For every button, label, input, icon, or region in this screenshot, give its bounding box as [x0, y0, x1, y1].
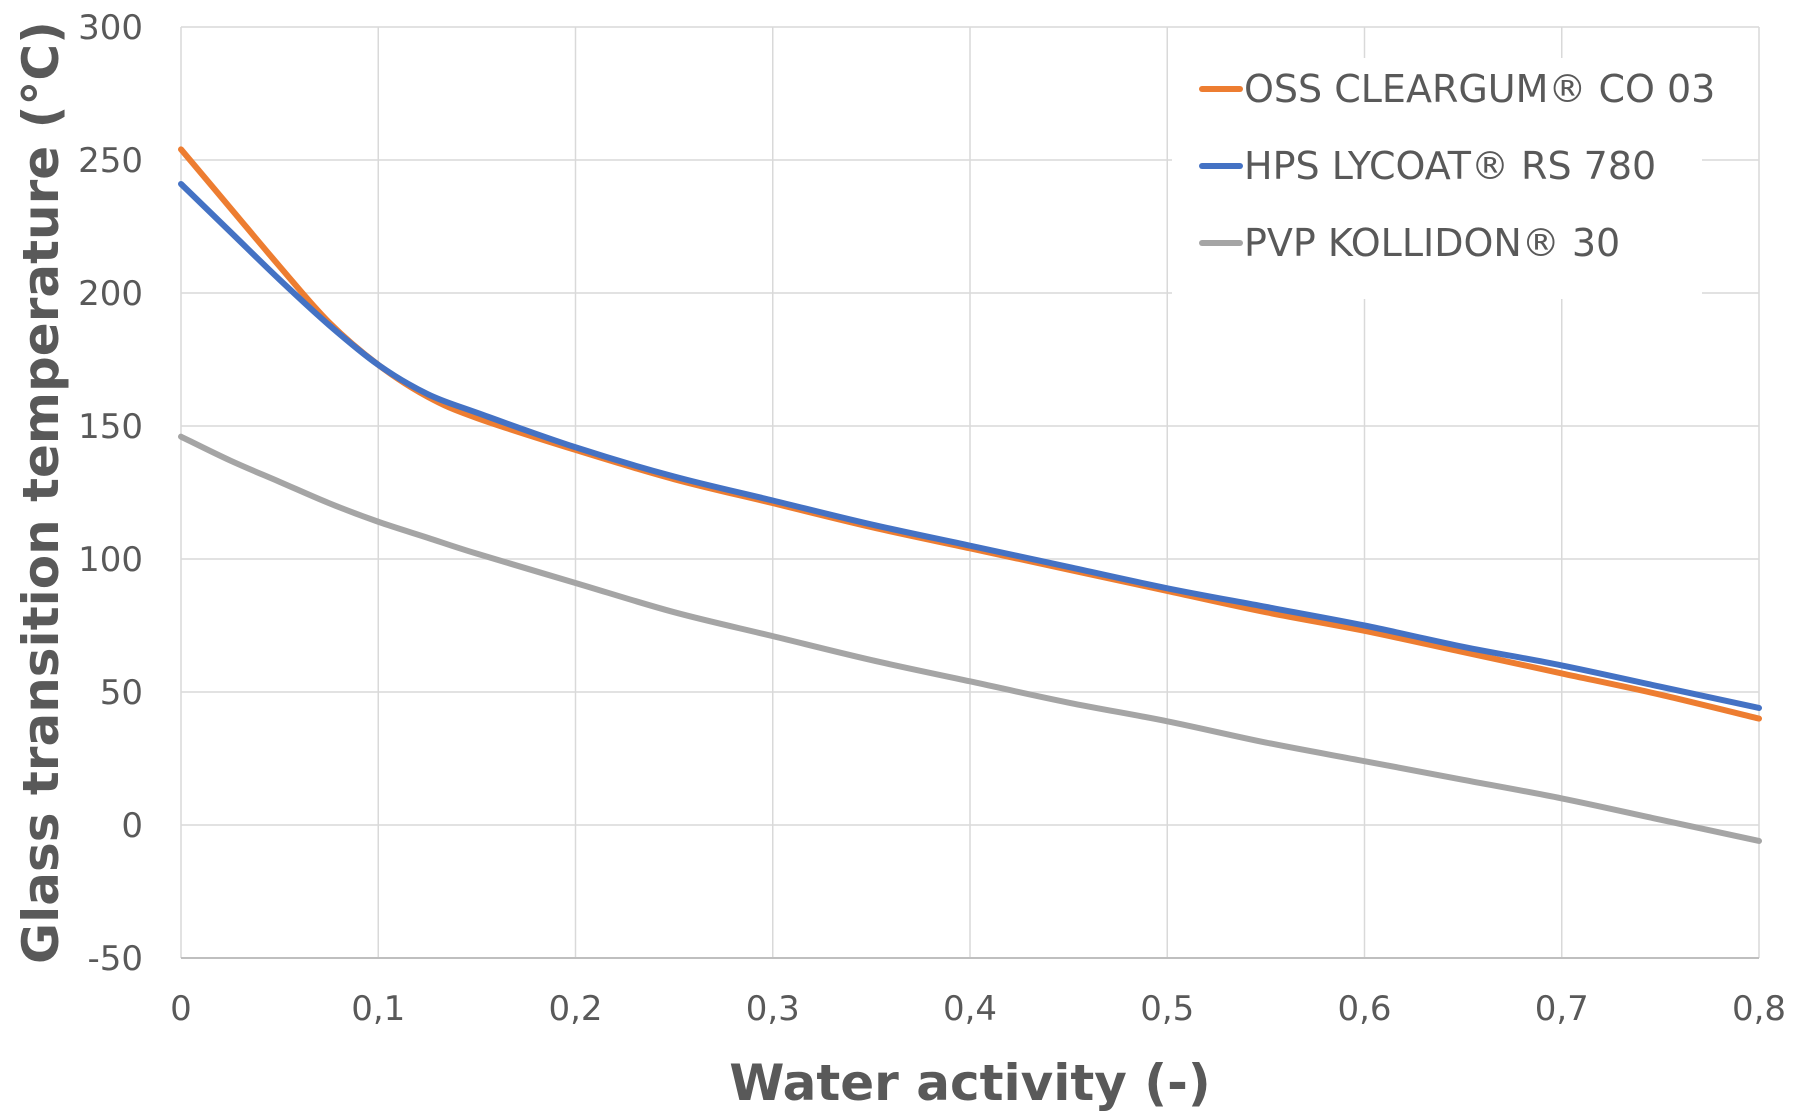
x-tick-label: 0,5: [1140, 989, 1194, 1029]
y-tick-label: 200: [78, 274, 143, 314]
y-tick-label: 100: [78, 540, 143, 580]
x-tick-label: 0,7: [1535, 989, 1589, 1029]
y-tick-label: 0: [121, 806, 143, 846]
gridlines: [180, 26, 1760, 959]
legend-label: HPS LYCOAT® RS 780: [1244, 144, 1656, 188]
x-tick-label: 0,4: [943, 989, 997, 1029]
legend-label: OSS CLEARGUM® CO 03: [1244, 67, 1715, 111]
x-tick-label: 0,6: [1337, 989, 1391, 1029]
x-tick-label: 0: [170, 989, 192, 1029]
y-tick-label: 300: [78, 8, 143, 48]
legend: OSS CLEARGUM® CO 03 HPS LYCOAT® RS 780 PVP…: [1172, 58, 1715, 299]
x-tick-label: 0,8: [1732, 989, 1786, 1029]
x-tick-label: 0,1: [351, 989, 405, 1029]
series-line-2: [178, 433, 1762, 844]
axes: -50 0 50 100 150 200 250 300 0 0,1 0,2 0,3 0,4 0,5 0,6…: [78, 8, 1786, 1029]
y-axis-title: Glass transition temperature (°C): [12, 21, 70, 964]
y-tick-label: 250: [78, 141, 143, 181]
series-line-1: [178, 180, 1762, 711]
x-axis-title: Water activity (-): [729, 1054, 1211, 1112]
legend-label: PVP KOLLIDON® 30: [1244, 221, 1620, 265]
x-tick-label: 0,2: [548, 989, 602, 1029]
y-tick-label: 150: [78, 407, 143, 447]
legend-background: [1172, 58, 1702, 299]
series-lines: [178, 146, 1762, 844]
y-tick-label: -50: [87, 939, 143, 979]
y-tick-label: 50: [100, 673, 143, 713]
x-tick-label: 0,3: [746, 989, 800, 1029]
